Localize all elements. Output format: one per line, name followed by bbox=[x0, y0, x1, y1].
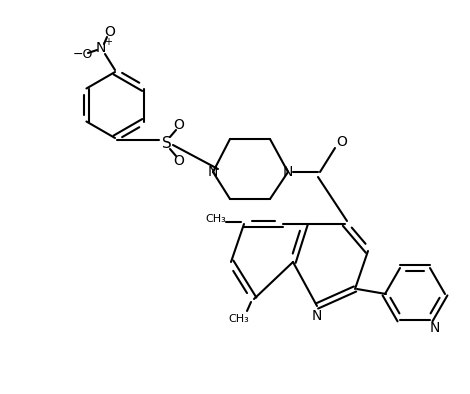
Text: S: S bbox=[162, 136, 172, 151]
Text: O: O bbox=[173, 118, 184, 132]
Text: CH₃: CH₃ bbox=[206, 214, 227, 224]
Text: N: N bbox=[430, 321, 440, 335]
Text: N: N bbox=[283, 165, 293, 179]
Text: O: O bbox=[173, 154, 184, 168]
Text: O: O bbox=[337, 135, 347, 149]
Text: N: N bbox=[96, 41, 106, 55]
Text: CH₃: CH₃ bbox=[228, 314, 250, 324]
Text: +: + bbox=[104, 37, 112, 47]
Text: O: O bbox=[104, 25, 116, 39]
Text: N: N bbox=[208, 165, 218, 179]
Text: −O: −O bbox=[73, 48, 93, 61]
Text: N: N bbox=[312, 309, 322, 323]
